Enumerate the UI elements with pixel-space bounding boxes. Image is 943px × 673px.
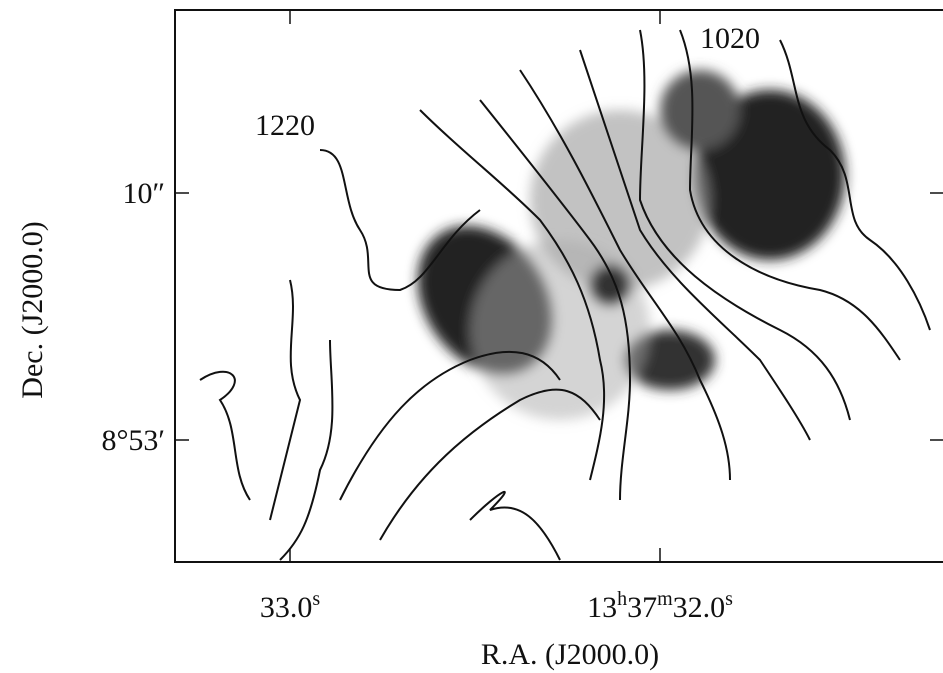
plot-frame xyxy=(174,9,943,563)
contour-label: 1220 xyxy=(255,109,315,142)
tick-text: 13 xyxy=(587,591,617,624)
tick-text: 32.0 xyxy=(673,591,726,624)
x-axis-label: R.A. (J2000.0) xyxy=(481,638,659,671)
tick-text: 33.0 xyxy=(260,591,313,624)
tick-text: 10″ xyxy=(123,177,166,210)
contours xyxy=(199,29,931,561)
superscript: h xyxy=(617,588,627,610)
superscript: m xyxy=(657,588,673,610)
tick-text: 8°53′ xyxy=(101,424,165,457)
plot-area xyxy=(199,29,931,561)
superscript: s xyxy=(725,588,733,610)
contour-label: 1020 xyxy=(700,22,760,55)
axis-ticks xyxy=(175,10,943,562)
y-axis-label: Dec. (J2000.0) xyxy=(16,221,49,398)
superscript: s xyxy=(312,588,320,610)
tick-text: 37 xyxy=(627,591,657,624)
x-tick-label: 13h37m32.0s xyxy=(587,588,733,624)
y-tick-label: 8°53′ xyxy=(101,424,165,457)
x-tick-label: 33.0s xyxy=(260,588,321,624)
y-tick-label: 10″ xyxy=(123,177,166,210)
